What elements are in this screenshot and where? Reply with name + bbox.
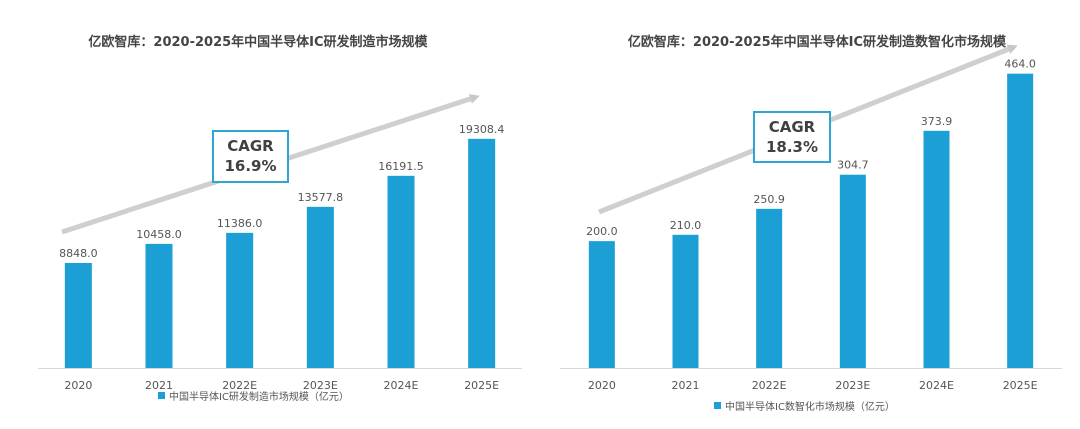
chart-panel-left: 亿欧智库：2020-2025年中国半导体IC研发制造市场规模 8848.0 202… xyxy=(0,0,540,425)
x-tick-label: 2020 xyxy=(588,379,616,392)
cagr-label: CAGR xyxy=(227,137,274,155)
cagr-label: CAGR xyxy=(769,118,816,136)
data-label: 13577.8 xyxy=(298,191,344,204)
x-tick-label: 2021 xyxy=(672,379,700,392)
x-tick-label: 2025E xyxy=(464,379,499,392)
chart-title: 亿欧智库：2020-2025年中国半导体IC研发制造市场规模 xyxy=(88,34,428,50)
data-label: 10458.0 xyxy=(136,228,182,241)
x-tick-label: 2023E xyxy=(303,379,338,392)
data-label: 210.0 xyxy=(670,219,702,232)
bar-2025E xyxy=(468,138,496,368)
cagr-value: 18.3% xyxy=(766,138,818,156)
cagr-value: 16.9% xyxy=(224,157,276,175)
legend-swatch xyxy=(158,392,165,399)
x-tick-label: 2020 xyxy=(64,379,92,392)
x-tick-label: 2024E xyxy=(919,379,954,392)
bar-2025E xyxy=(1007,73,1034,369)
data-label: 250.9 xyxy=(753,193,785,206)
bar-2021 xyxy=(145,243,173,368)
chart-panel-right: 亿欧智库：2020-2025年中国半导体IC研发制造数智化市场规模 200.0 2… xyxy=(540,0,1080,425)
data-label: 373.9 xyxy=(921,115,953,128)
bar-2020 xyxy=(588,241,615,368)
cagr-box xyxy=(753,111,831,163)
chart-left: 亿欧智库：2020-2025年中国半导体IC研发制造市场规模 8848.0 202… xyxy=(38,34,522,403)
x-tick-label: 2022E xyxy=(222,379,257,392)
chart-title: 亿欧智库：2020-2025年中国半导体IC研发制造数智化市场规模 xyxy=(628,34,1007,50)
x-tick-label: 2022E xyxy=(752,379,787,392)
x-tick-label: 2025E xyxy=(1003,379,1038,392)
cagr-box xyxy=(212,130,289,183)
data-label: 464.0 xyxy=(1004,58,1036,71)
data-label: 16191.5 xyxy=(378,160,424,173)
bar-2022E xyxy=(756,208,783,368)
x-tick-label: 2021 xyxy=(145,379,173,392)
x-tick-label: 2023E xyxy=(835,379,870,392)
bar-2024E xyxy=(387,175,415,368)
legend-label: 中国半导体IC数智化市场规模（亿元） xyxy=(725,400,895,413)
bar-2023E xyxy=(306,206,334,368)
bar-2022E xyxy=(226,232,254,368)
chart-right: 亿欧智库：2020-2025年中国半导体IC研发制造数智化市场规模 200.0 2… xyxy=(560,34,1062,413)
legend-label: 中国半导体IC研发制造市场规模（亿元） xyxy=(169,390,349,403)
bar-2024E xyxy=(923,130,950,368)
bar-2021 xyxy=(672,234,699,368)
data-label: 11386.0 xyxy=(217,217,263,230)
legend-swatch xyxy=(714,402,721,409)
data-label: 304.7 xyxy=(837,159,869,172)
bar-2023E xyxy=(839,174,866,368)
bar-2020 xyxy=(64,262,92,368)
x-tick-label: 2024E xyxy=(384,379,419,392)
data-label: 200.0 xyxy=(586,225,618,238)
data-label: 19308.4 xyxy=(459,123,505,136)
data-label: 8848.0 xyxy=(59,247,98,260)
